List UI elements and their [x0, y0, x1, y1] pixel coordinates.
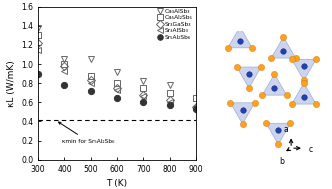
Polygon shape: [292, 59, 316, 81]
Y-axis label: κL (W/mK): κL (W/mK): [7, 60, 16, 107]
Text: κmin for Sr₅Al₂Sb₆: κmin for Sr₅Al₂Sb₆: [58, 122, 114, 144]
Polygon shape: [228, 27, 252, 48]
Legend: Ca₃AlSb₃, Ca₅Al₂Sb₆, Sr₃GaSb₃, Sr₃AlSb₃, Sr₅Al₂Sb₆: Ca₃AlSb₃, Ca₅Al₂Sb₆, Sr₃GaSb₃, Sr₃AlSb₃,…: [157, 8, 193, 40]
X-axis label: T (K): T (K): [107, 179, 127, 188]
Polygon shape: [266, 123, 290, 144]
Polygon shape: [230, 103, 255, 124]
Text: b: b: [279, 157, 284, 166]
Polygon shape: [237, 67, 261, 88]
Polygon shape: [262, 74, 287, 95]
Text: a: a: [284, 125, 289, 134]
Text: c: c: [309, 145, 313, 154]
Polygon shape: [292, 83, 316, 104]
Polygon shape: [271, 37, 295, 58]
